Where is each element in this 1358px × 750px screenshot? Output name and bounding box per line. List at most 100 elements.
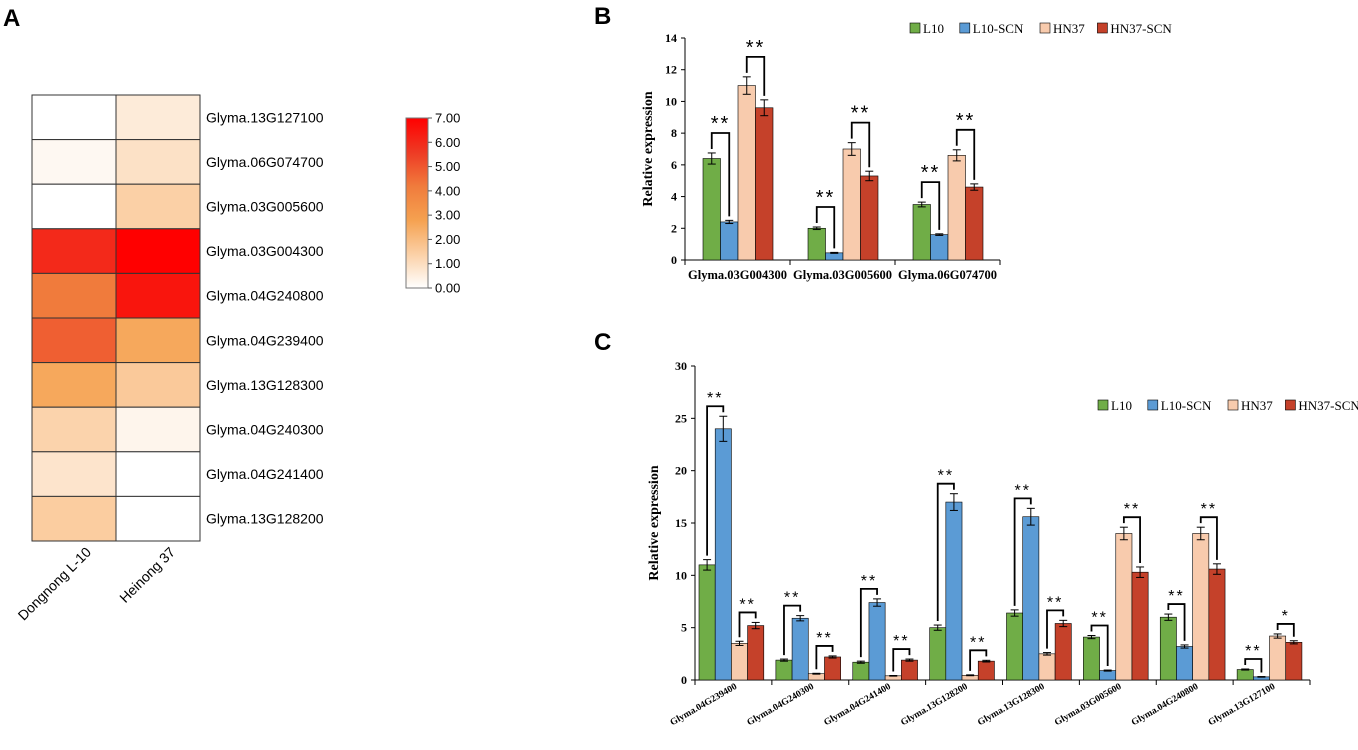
- heatmap-cell: [115, 362, 201, 408]
- heatmap-cell: [115, 183, 201, 230]
- significance-bracket: [1013, 497, 1032, 606]
- heatmap-row-label: Glyma.06G074700: [206, 154, 324, 170]
- bar: [901, 659, 918, 681]
- legend-label: L10-SCN: [973, 21, 1024, 36]
- colorbar-tick-label: 0.00: [435, 281, 460, 296]
- legend-label: HN37-SCN: [1298, 398, 1358, 413]
- heatmap-colorbar: 0.00 1.00 2.00 3.00 4.00 5.00 6.00 7.00: [405, 111, 460, 296]
- x-tick-label: Glyma.04G240800: [1130, 682, 1200, 728]
- bar: [1054, 623, 1072, 681]
- legend-swatch: [1227, 399, 1239, 411]
- y-tick-label: 6: [671, 158, 677, 172]
- y-tick-label: 14: [665, 31, 677, 45]
- x-tick-label: Glyma.06G074700: [898, 268, 997, 282]
- significance-bracket: [783, 604, 802, 656]
- bar: [930, 234, 949, 261]
- significance-bracket: [1046, 609, 1065, 649]
- heatmap-cell: [31, 362, 117, 408]
- significance-bracket: [1122, 516, 1141, 563]
- bar: [747, 625, 765, 681]
- bar: [947, 155, 966, 261]
- legend-label: L10: [923, 21, 944, 36]
- bar: [807, 673, 825, 681]
- bar: [1115, 533, 1133, 681]
- x-tick-label: Glyma.03G004300: [688, 268, 787, 282]
- significance-label: **: [970, 634, 986, 651]
- legend-label: HN37: [1241, 398, 1273, 413]
- panel-letter-b: B: [594, 3, 611, 30]
- heatmap-cell: [115, 317, 201, 364]
- heatmap-row-label: Glyma.03G005600: [206, 199, 324, 215]
- bar-chart-panel-c: 0 5 10 15 20 25 30 Relative expression Glyma.04G…: [647, 359, 1358, 728]
- legend-swatch: [959, 22, 971, 34]
- significance-bracket: [936, 482, 955, 622]
- significance-label: **: [1014, 482, 1030, 499]
- legend-label: L10: [1111, 398, 1132, 413]
- x-tick-label: Glyma.13G128200: [899, 682, 969, 728]
- bar: [945, 501, 963, 681]
- bar: [852, 661, 870, 681]
- colorbar-tick-label: 6.00: [435, 135, 460, 150]
- bar: [929, 627, 947, 681]
- bar: [1208, 568, 1226, 681]
- significance-label: **: [739, 596, 755, 613]
- bar: [977, 660, 995, 681]
- x-tick-label: Glyma.04G239400: [669, 682, 739, 728]
- y-tick-label: 0: [681, 673, 687, 687]
- heatmap-column-label: Heinong 37: [116, 544, 178, 606]
- legend-label: HN37-SCN: [1110, 21, 1172, 36]
- significance-bracket: [859, 587, 878, 658]
- heatmap-cell: [115, 495, 201, 542]
- heatmap-panel-a: Glyma.13G127100 Glyma.06G074700 Glyma.03G0…: [15, 94, 324, 624]
- bar: [1006, 612, 1024, 681]
- legend-swatch: [1097, 399, 1109, 411]
- significance-label: **: [1245, 643, 1261, 660]
- panel-letter-c: C: [594, 329, 611, 356]
- heatmap-cell: [31, 495, 117, 542]
- bar: [868, 602, 886, 681]
- significance-label: **: [711, 113, 731, 135]
- colorbar-tick-label: 1.00: [435, 256, 460, 271]
- colorbar-bar: [405, 117, 429, 289]
- significance-bracket: [1090, 624, 1109, 667]
- y-tick-label: 10: [675, 568, 687, 582]
- legend-swatch: [1097, 22, 1108, 34]
- bar: [775, 659, 793, 681]
- heatmap-row-label: Glyma.04G240800: [206, 288, 324, 304]
- bar: [791, 617, 809, 681]
- heatmap-cell: [31, 139, 117, 185]
- y-tick-label: 8: [671, 126, 677, 140]
- bar: [698, 564, 716, 681]
- heatmap-cell: [31, 451, 117, 497]
- y-tick-label: 12: [665, 63, 677, 77]
- y-tick-label: 10: [665, 94, 677, 108]
- bar: [1236, 669, 1254, 681]
- x-tick-label: Glyma.03G005600: [1053, 682, 1123, 728]
- significance-bracket: [738, 611, 757, 638]
- y-axis-label: Relative expression: [647, 465, 662, 580]
- y-axis-label: Relative expression: [641, 91, 656, 206]
- y-tick-label: 25: [675, 411, 687, 425]
- colorbar-tick-label: 3.00: [435, 208, 460, 223]
- bar: [737, 85, 756, 261]
- bar: [1022, 516, 1040, 681]
- significance-label: **: [816, 187, 836, 209]
- bar: [807, 227, 826, 261]
- significance-label: **: [746, 37, 766, 59]
- heatmap-cell: [115, 139, 201, 185]
- bar: [731, 643, 748, 681]
- bar-chart-panel-b: 0 2 4 6 8 10 12 14 Relative expression Glyma.03G0…: [641, 21, 1172, 282]
- heatmap-cell: [31, 183, 117, 230]
- bar: [714, 428, 732, 681]
- significance-label: **: [938, 468, 954, 485]
- bar: [1159, 616, 1177, 681]
- legend-swatch: [1039, 22, 1051, 34]
- bar: [824, 656, 841, 681]
- bar: [1131, 571, 1149, 681]
- heatmap-row-label: Glyma.13G128200: [206, 511, 324, 527]
- heatmap-row-label: Glyma.04G241400: [206, 466, 324, 482]
- significance-bracket: [710, 132, 731, 217]
- significance-label: **: [707, 390, 723, 407]
- heatmap-column-label: Dongnong L-10: [15, 544, 95, 624]
- significance-label: **: [851, 103, 871, 125]
